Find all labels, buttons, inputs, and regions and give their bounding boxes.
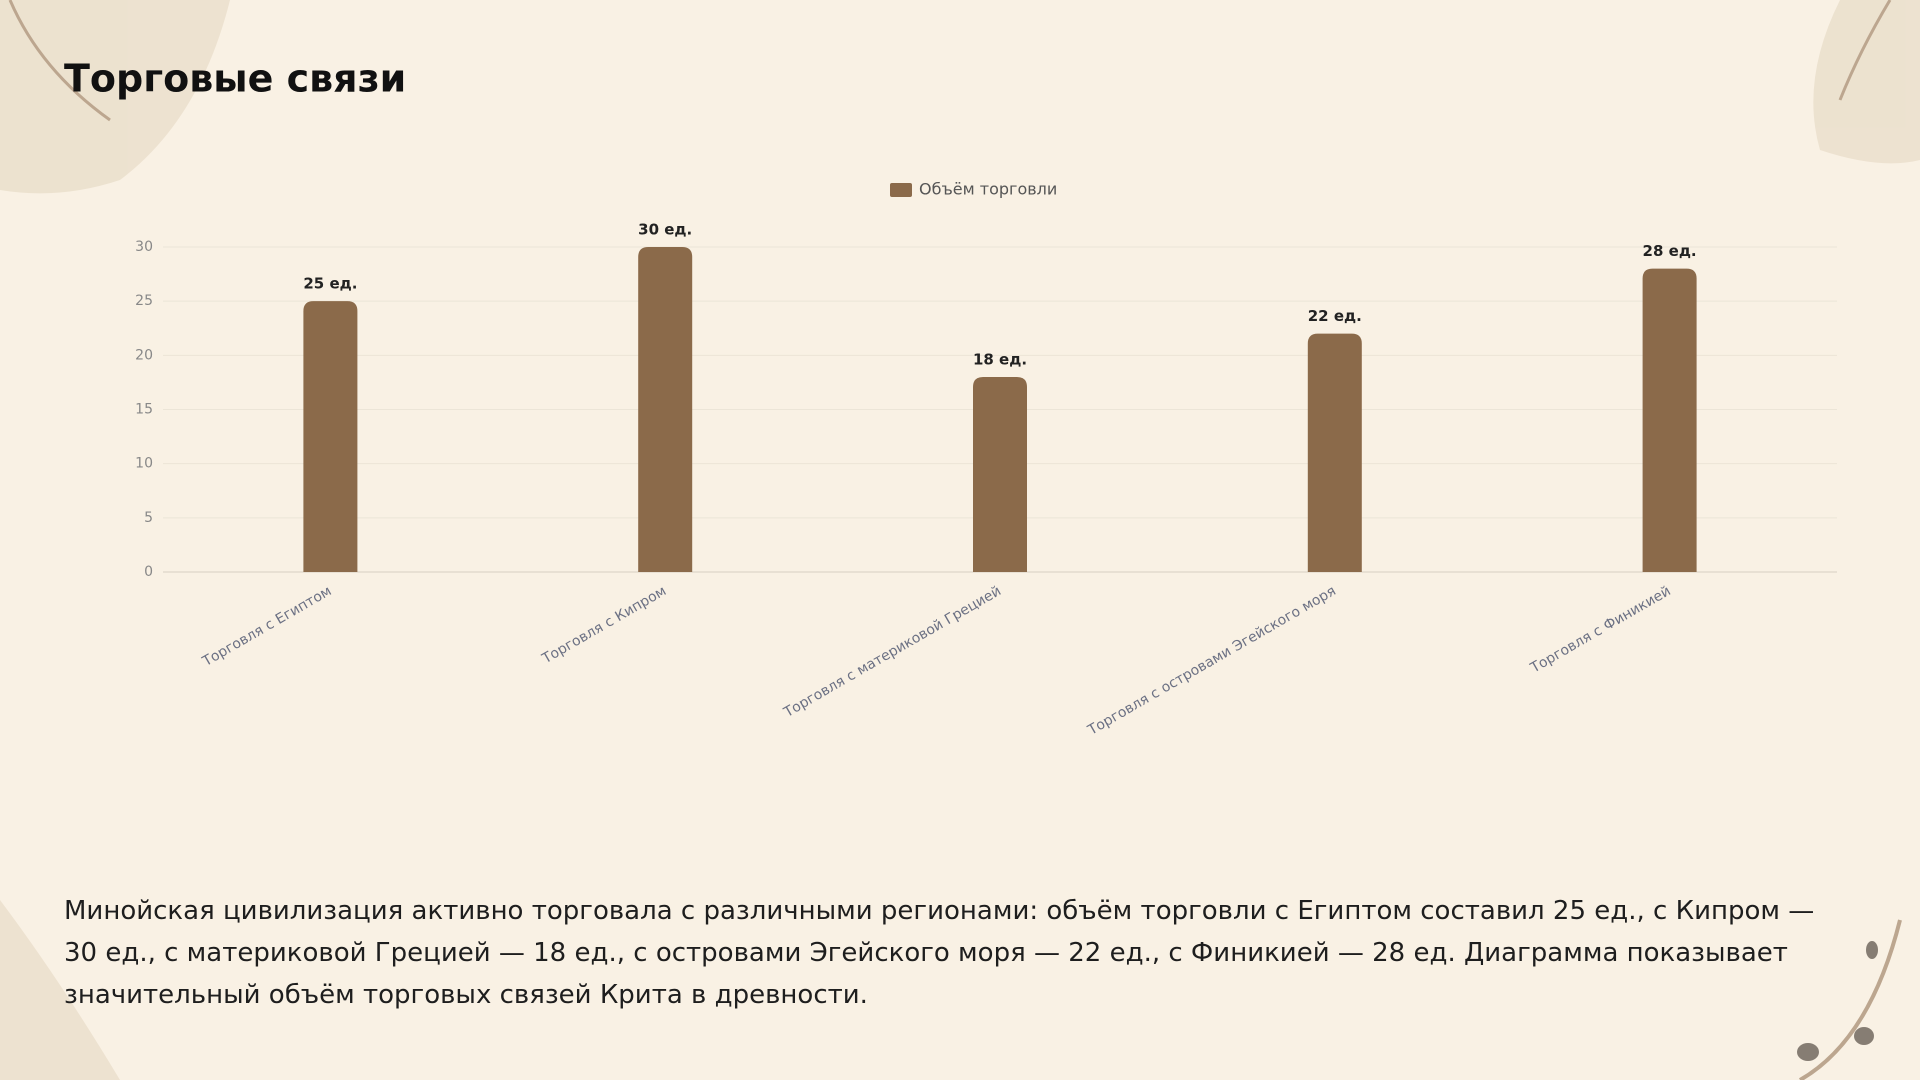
description: Минойская цивилизация активно торговала … — [64, 896, 1815, 1010]
bar — [303, 301, 358, 572]
bar — [638, 247, 693, 572]
legend-label: Объём торговли — [919, 180, 1057, 199]
data-label: 25 ед. — [303, 275, 357, 293]
data-label: 22 ед. — [1308, 307, 1362, 325]
bar — [1307, 333, 1362, 572]
x-tick-label: Торговля с Кипром — [539, 583, 669, 668]
x-tick-label: Торговля с Египтом — [199, 583, 334, 670]
y-tick-label: 0 — [144, 564, 153, 580]
x-tick-label: Торговля с островами Эгейского моря — [1085, 583, 1339, 739]
data-label: 28 ед. — [1643, 242, 1697, 260]
bar — [973, 377, 1027, 572]
y-tick-label: 25 — [135, 293, 153, 309]
bar — [1642, 268, 1697, 572]
legend-swatch — [890, 183, 912, 197]
data-label: 30 ед. — [638, 221, 692, 239]
y-tick-label: 10 — [135, 456, 153, 472]
y-tick-label: 20 — [135, 347, 153, 363]
slide-title: Торговые связи — [64, 57, 406, 101]
y-tick-label: 5 — [144, 510, 153, 526]
x-tick-label: Торговля с материковой Грецией — [781, 583, 1004, 721]
y-tick-label: 30 — [135, 239, 153, 255]
x-tick-label: Торговля с Финикией — [1527, 583, 1673, 677]
y-tick-label: 15 — [135, 402, 153, 418]
data-label: 18 ед. — [973, 351, 1027, 369]
